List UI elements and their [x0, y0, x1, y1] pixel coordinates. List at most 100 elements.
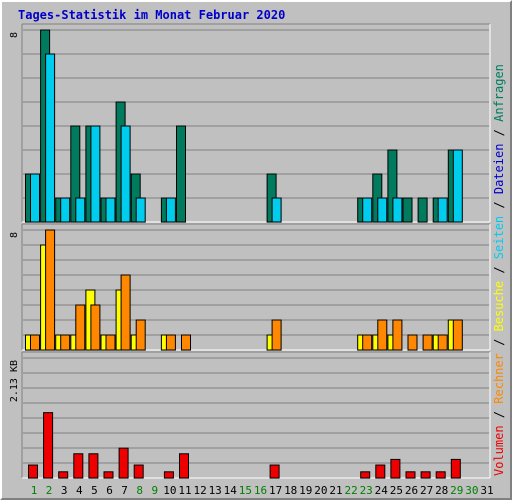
x-tick-label-day-20: 20 — [314, 484, 327, 497]
x-tick-label-day-17: 17 — [269, 484, 282, 497]
bar-volumen-day-26 — [405, 471, 416, 479]
legend-label-seiten: Seiten — [492, 216, 506, 259]
x-tick-label-day-1: 1 — [31, 484, 38, 497]
bar-volumen-day-2 — [43, 412, 54, 479]
x-tick-label-day-11: 11 — [178, 484, 191, 497]
x-tick-label-day-12: 12 — [193, 484, 206, 497]
x-tick-label-day-29: 29 — [450, 484, 463, 497]
legend-label-dateien: Dateien — [492, 144, 506, 195]
bar-dateien-day-5 — [90, 125, 101, 223]
legend-separator: / — [492, 259, 506, 281]
bar-rechner-day-7 — [120, 274, 131, 351]
y-axis-max-label: 8 — [9, 232, 20, 238]
bar-rechner-day-2 — [45, 229, 56, 351]
x-tick-label-day-21: 21 — [329, 484, 342, 497]
bar-volumen-day-8 — [133, 464, 144, 479]
x-tick-label-day-10: 10 — [163, 484, 176, 497]
bar-dateien-day-28 — [437, 197, 448, 223]
bar-dateien-day-24 — [377, 197, 388, 223]
x-tick-label-day-4: 4 — [76, 484, 83, 497]
chart-title: Tages-Statistik im Monat Februar 2020 — [18, 8, 286, 22]
bar-rechner-day-25 — [392, 319, 403, 351]
x-tick-label-day-9: 9 — [151, 484, 158, 497]
vertical-series-legend: Volumen / Rechner / Besuche / Seiten / D… — [492, 64, 506, 476]
x-tick-label-day-26: 26 — [405, 484, 418, 497]
bar-volumen-day-4 — [73, 453, 84, 479]
x-tick-label-day-25: 25 — [390, 484, 403, 497]
bar-dateien-day-4 — [75, 197, 86, 223]
bar-rechner-day-6 — [105, 334, 116, 351]
x-tick-label-day-8: 8 — [136, 484, 143, 497]
bar-rechner-day-3 — [60, 334, 71, 351]
bar-rechner-day-1 — [30, 334, 40, 351]
bar-dateien-day-10 — [165, 197, 176, 223]
bar-rechner-day-23 — [362, 334, 373, 351]
bar-rechner-day-11 — [181, 334, 191, 351]
legend-label-volumen: Volumen — [492, 425, 506, 476]
x-tick-label-day-7: 7 — [121, 484, 128, 497]
bar-dateien-day-17 — [271, 197, 282, 223]
x-tick-label-day-28: 28 — [435, 484, 448, 497]
x-tick-label-day-27: 27 — [420, 484, 433, 497]
legend-separator: / — [492, 194, 506, 216]
x-tick-label-day-23: 23 — [360, 484, 373, 497]
bar-dateien-day-7 — [120, 125, 131, 223]
bar-volumen-day-17 — [269, 464, 280, 479]
bar-volumen-day-23 — [360, 471, 371, 479]
bar-rechner-day-10 — [165, 334, 176, 351]
bar-volumen-day-10 — [163, 471, 174, 479]
x-tick-label-day-16: 16 — [254, 484, 267, 497]
x-tick-label-day-18: 18 — [284, 484, 297, 497]
bar-rechner-day-29 — [452, 319, 463, 351]
x-tick-label-day-31: 31 — [480, 484, 493, 497]
x-tick-label-day-15: 15 — [239, 484, 252, 497]
legend-label-besuche: Besuche — [492, 281, 506, 332]
x-tick-label-day-22: 22 — [344, 484, 357, 497]
bar-dateien-day-29 — [452, 149, 463, 223]
bar-rechner-day-24 — [377, 319, 388, 351]
legend-label-anfragen: Anfragen — [492, 64, 506, 122]
x-tick-label-day-6: 6 — [106, 484, 113, 497]
x-tick-label-day-14: 14 — [224, 484, 238, 497]
bar-rechner-day-17 — [271, 319, 282, 351]
bar-rechner-day-28 — [437, 334, 448, 351]
bar-volumen-day-6 — [103, 471, 114, 479]
bar-volumen-day-24 — [375, 464, 386, 479]
legend-separator: / — [492, 331, 506, 353]
bar-dateien-day-1 — [30, 173, 40, 223]
x-tick-label-day-30: 30 — [465, 484, 478, 497]
y-axis-max-label: 8 — [9, 32, 20, 38]
bar-volumen-day-27 — [420, 471, 431, 479]
bar-rechner-day-4 — [75, 304, 86, 351]
x-tick-label-day-5: 5 — [91, 484, 98, 497]
bar-volumen-day-5 — [88, 453, 99, 479]
bar-volumen-day-28 — [435, 471, 446, 479]
bar-rechner-day-5 — [90, 304, 101, 351]
legend-separator: / — [492, 122, 506, 144]
bar-dateien-day-2 — [45, 53, 56, 223]
bar-volumen-day-11 — [179, 453, 189, 479]
bar-dateien-day-25 — [392, 197, 403, 223]
x-tick-label-day-24: 24 — [375, 484, 389, 497]
bar-rechner-day-26 — [407, 334, 418, 351]
bar-dateien-day-3 — [60, 197, 71, 223]
bar-anfragen-day-26 — [402, 197, 413, 223]
bar-anfragen-day-27 — [417, 197, 428, 223]
legend-separator: / — [492, 404, 506, 426]
y-axis-max-label: 2.13 KB — [9, 360, 20, 402]
bar-volumen-day-3 — [58, 471, 69, 479]
bar-rechner-day-27 — [422, 334, 433, 351]
bar-dateien-day-23 — [362, 197, 373, 223]
legend-label-rechner: Rechner — [492, 353, 506, 404]
bar-volumen-day-7 — [118, 447, 129, 479]
bar-anfragen-day-11 — [176, 125, 186, 223]
x-tick-label-day-2: 2 — [46, 484, 53, 497]
bar-volumen-day-29 — [450, 458, 461, 479]
x-tick-label-day-3: 3 — [61, 484, 68, 497]
bar-rechner-day-8 — [135, 319, 146, 351]
bar-volumen-day-25 — [390, 458, 401, 479]
bar-dateien-day-8 — [135, 197, 146, 223]
bar-dateien-day-6 — [105, 197, 116, 223]
x-tick-label-day-19: 19 — [299, 484, 312, 497]
